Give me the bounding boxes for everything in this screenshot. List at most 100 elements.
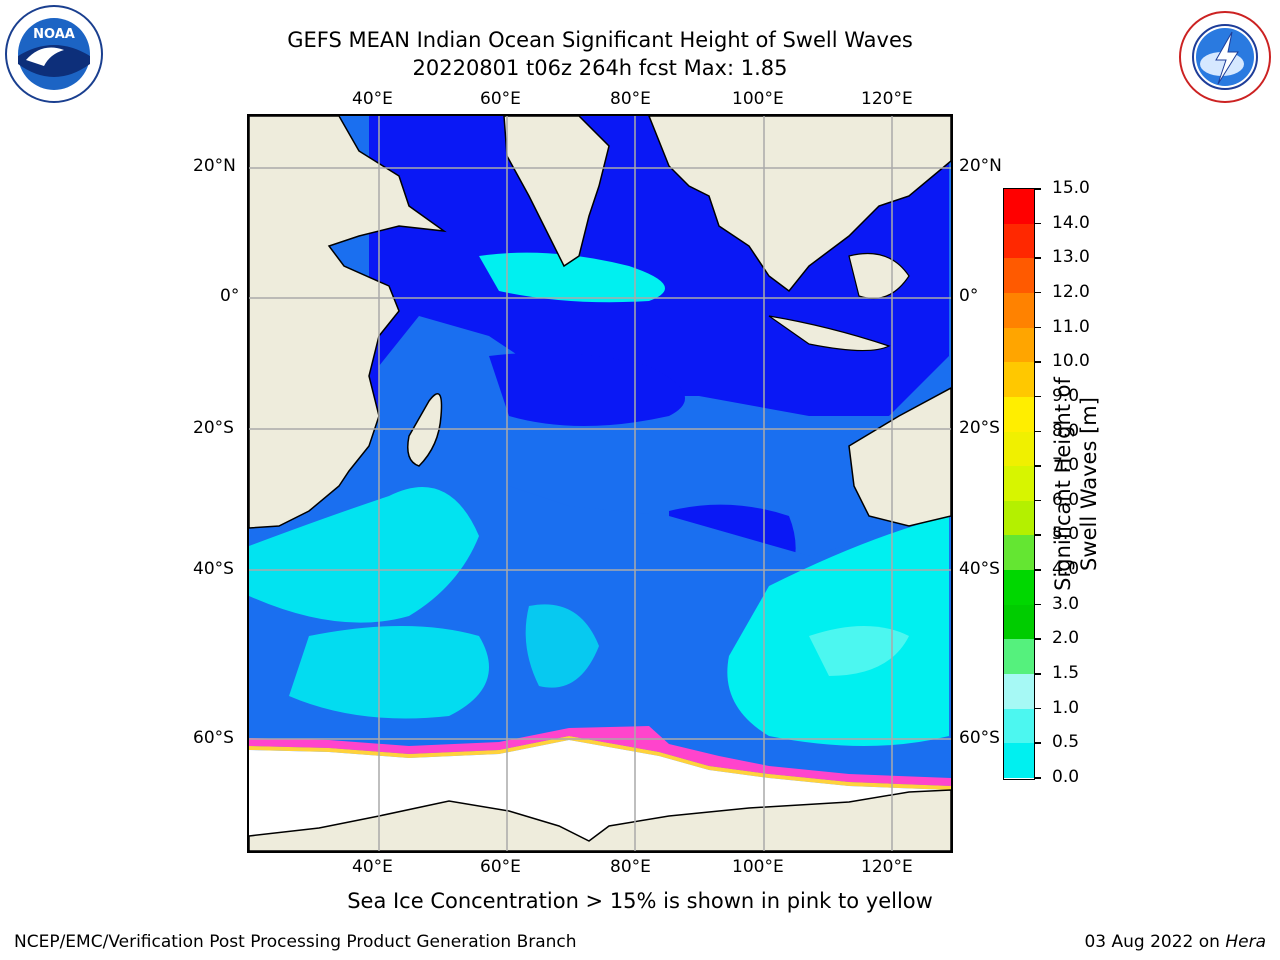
colorbar-label: 11.0 (1052, 316, 1090, 337)
y-tick-right-40S: 40°S (959, 559, 1000, 579)
x-tick-top-120E: 120°E (861, 89, 913, 109)
colorbar-label: 2.0 (1052, 628, 1080, 649)
colorbar-label: 1.5 (1052, 663, 1080, 684)
colorbar-segment (1004, 258, 1034, 294)
colorbar-tick (1035, 326, 1041, 329)
colorbar-segment (1004, 674, 1034, 710)
y-tick-left-20S: 20°S (193, 418, 234, 438)
colorbar-segment (1004, 223, 1034, 259)
colorbar-label: 5.0 (1052, 524, 1080, 545)
footer-host: Hera (1225, 932, 1266, 952)
map-panel (247, 114, 953, 853)
colorbar-title: Significant Height of Swell Waves [m] (1051, 377, 1101, 591)
gridlines (249, 116, 951, 851)
y-tick-left-40S: 40°S (193, 559, 234, 579)
colorbar-tick (1035, 742, 1041, 744)
colorbar-segment (1004, 604, 1034, 640)
colorbar-segment (1004, 362, 1034, 398)
x-tick-top-100E: 100°E (732, 89, 784, 109)
australia-land (848, 387, 951, 527)
java-land (768, 315, 891, 352)
madagascar-land (407, 392, 443, 467)
noaa-logo: NOAA (4, 4, 104, 104)
colorbar-tick (1035, 534, 1041, 536)
colorbar-label: 3.0 (1052, 593, 1080, 614)
x-tick-bottom-80E: 80°E (610, 857, 651, 877)
swell-cyan-equatorial (479, 252, 665, 303)
colorbar-segment (1004, 466, 1034, 502)
colorbar-label: 0.5 (1052, 732, 1080, 753)
low-swell-band (489, 352, 685, 426)
y-tick-right-20N: 20°N (959, 156, 1002, 176)
x-tick-bottom-60E: 60°E (480, 857, 521, 877)
colorbar-tick (1035, 291, 1041, 294)
colorbar-label: 8.0 (1052, 420, 1080, 441)
colorbar-tick (1035, 361, 1041, 363)
x-tick-top-80E: 80°E (610, 89, 651, 109)
footer-date: 03 Aug 2022 on Hera (1084, 932, 1266, 952)
nws-logo (1178, 10, 1272, 104)
chart-title: GEFS MEAN Indian Ocean Significant Heigh… (0, 26, 1200, 82)
colorbar-tick (1035, 569, 1041, 571)
colorbar-tick (1035, 395, 1041, 398)
colorbar (1003, 188, 1035, 780)
sea-ice-caption: Sea Ice Concentration > 15% is shown in … (347, 889, 933, 913)
colorbar-tick (1035, 188, 1041, 190)
swell-cyan-s (289, 626, 489, 719)
colorbar-label: 14.0 (1052, 212, 1090, 233)
colorbar-tick (1035, 465, 1041, 467)
colorbar-label: 12.0 (1052, 281, 1090, 302)
colorbar-label: 6.0 (1052, 489, 1080, 510)
colorbar-segment (1004, 292, 1034, 329)
colorbar-segment (1004, 639, 1034, 675)
x-tick-bottom-40E: 40°E (352, 857, 393, 877)
colorbar-tick (1035, 603, 1041, 606)
svg-text:NOAA: NOAA (33, 27, 75, 42)
colorbar-tick (1035, 673, 1041, 675)
y-tick-left-60S: 60°S (193, 728, 234, 748)
footer-credit: NCEP/EMC/Verification Post Processing Pr… (14, 932, 577, 952)
colorbar-label: 7.0 (1052, 455, 1080, 476)
colorbar-label: 13.0 (1052, 247, 1090, 268)
colorbar-segment (1004, 327, 1034, 363)
sea-ice-edge-yellow (249, 736, 951, 790)
india-land (503, 116, 610, 268)
colorbar-segment (1004, 708, 1034, 744)
colorbar-label: 15.0 (1052, 178, 1090, 198)
x-tick-top-60E: 60°E (480, 89, 521, 109)
colorbar-tick (1035, 257, 1041, 259)
y-tick-right-20S: 20°S (959, 418, 1000, 438)
colorbar-label: 9.0 (1052, 385, 1080, 406)
colorbar-tick (1035, 499, 1041, 502)
y-tick-right-60S: 60°S (959, 728, 1000, 748)
footer-date-text: 03 Aug 2022 on (1084, 932, 1226, 952)
swell-lightcyan-se (809, 626, 909, 676)
colorbar-label: 10.0 (1052, 351, 1090, 372)
colorbar-tick (1035, 777, 1041, 779)
sea-ice-edge-pink (249, 726, 951, 786)
colorbar-tick (1035, 638, 1041, 640)
map-canvas (249, 116, 951, 851)
y-tick-right-0: 0° (959, 286, 979, 306)
title-line-1: GEFS MEAN Indian Ocean Significant Heigh… (287, 28, 913, 52)
southeast-asia-land (648, 116, 951, 293)
colorbar-label: 4.0 (1052, 559, 1080, 580)
swell-cyan-sw (249, 487, 479, 623)
colorbar-segment (1004, 743, 1034, 779)
colorbar-label: 1.0 (1052, 697, 1080, 718)
y-tick-left-0: 0° (220, 286, 240, 306)
x-tick-top-40E: 40°E (352, 89, 393, 109)
colorbar-segment (1004, 535, 1034, 571)
colorbar-tick (1035, 707, 1041, 710)
antarctica-land (249, 789, 951, 851)
colorbar-tick (1035, 222, 1041, 225)
colorbar-segment (1004, 500, 1034, 536)
x-tick-bottom-100E: 100°E (732, 857, 784, 877)
colorbar-label: 0.0 (1052, 767, 1080, 787)
swell-cyan-s2 (525, 604, 599, 688)
colorbar-segment (1004, 431, 1034, 467)
y-tick-left-20N: 20°N (193, 156, 236, 176)
colorbar-segment (1004, 570, 1034, 606)
colorbar-segment (1004, 189, 1034, 225)
colorbar-segment (1004, 396, 1034, 433)
